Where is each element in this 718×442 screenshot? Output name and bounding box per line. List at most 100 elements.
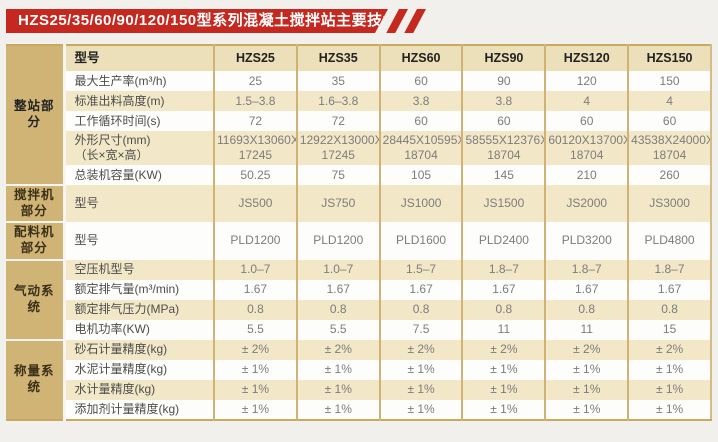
group-cell: 配料机部分 <box>6 221 66 260</box>
cell-value: 1.0–7 <box>295 259 380 280</box>
cell-value: PLD1200 <box>213 222 297 260</box>
group-cell: 整站部分 <box>6 45 66 185</box>
cell-value: PLD1600 <box>378 222 463 260</box>
row-label: 额定排气量(m³/min) <box>63 279 214 300</box>
cell-value: ± 1% <box>627 379 711 400</box>
table-row: 最大生产率(m³/h) 25 35 60 90 120 150 <box>6 71 711 91</box>
row-label: 型号 <box>63 185 214 223</box>
table-row: 气动系统 空压机型号 1.0–7 1.0–7 1.5–7 1.8–7 1.8–7 1.8–7 <box>6 258 711 340</box>
table-row: 工作循环时间(s) 72 72 60 60 60 60 <box>6 111 711 131</box>
cell-value: 210 <box>544 165 629 185</box>
cell-value: 60 <box>461 111 546 131</box>
cell-value: 1.67 <box>544 279 629 300</box>
cell-value: ± 1% <box>544 399 629 420</box>
cell-value: ± 1% <box>295 359 380 380</box>
banner-stripe-icon <box>404 9 426 33</box>
cell-value: ± 1% <box>213 359 297 380</box>
group-cell: 气动系统 <box>6 258 66 340</box>
cell-value: ± 2% <box>378 339 463 360</box>
cell-value: 60120X13700X 18704 <box>544 131 629 165</box>
cell-value: 0.8 <box>544 299 629 320</box>
cell-value: 12922X13000X 17245 <box>295 131 380 165</box>
cell-value: 11 <box>544 319 629 340</box>
cell-value: ± 1% <box>461 399 546 420</box>
cell-value: ± 2% <box>544 339 629 360</box>
row-label: 砂石计量精度(kg) <box>63 339 214 360</box>
cell-value: ± 2% <box>213 339 297 360</box>
spec-table-body: 整站部分 型号 HZS25 HZS35 HZS60 HZS90 HZS120 HZS150 最大… <box>6 45 711 420</box>
cell-value: ± 1% <box>461 359 546 380</box>
cell-value: JS1000 <box>378 185 463 223</box>
cell-value: JS500 <box>213 185 297 223</box>
cell-value: 72 <box>213 111 297 131</box>
cell-value: ± 1% <box>627 359 711 380</box>
cell-value: 60 <box>378 111 463 131</box>
cell-value: 50.25 <box>213 165 297 185</box>
cell-value: 0.8 <box>627 299 711 320</box>
cell-value: 0.8 <box>378 299 463 320</box>
cell-value: 1.67 <box>627 279 711 300</box>
row-label: 工作循环时间(s) <box>63 111 214 131</box>
cell-value: 28445X10595X 18704 <box>378 131 463 165</box>
cell-value: 0.8 <box>461 299 546 320</box>
cell-value: 60 <box>544 111 629 131</box>
cell-value: ± 1% <box>378 399 463 420</box>
model-column-header: HZS90 <box>461 45 546 71</box>
row-label: 最大生产率(m³/h) <box>63 71 214 91</box>
cell-value: 1.67 <box>213 279 297 300</box>
table-row: 额定排气压力(MPa) 0.8 0.8 0.8 0.8 0.8 0.8 <box>6 299 711 320</box>
cell-value: PLD2400 <box>461 222 546 260</box>
cell-value: 72 <box>295 111 380 131</box>
group-cell: 搅拌机部分 <box>6 183 66 223</box>
row-label: 外形尺寸(mm) （长×宽×高） <box>63 131 214 165</box>
cell-value: ± 1% <box>378 359 463 380</box>
table-row: 额定排气量(m³/min) 1.67 1.67 1.67 1.67 1.67 1.67 <box>6 279 711 300</box>
cell-value: ± 1% <box>461 379 546 400</box>
spec-table: 整站部分 型号 HZS25 HZS35 HZS60 HZS90 HZS120 HZS150 最大… <box>6 44 712 421</box>
table-row: 配料机部分 型号 PLD1200 PLD1200 PLD1600 PLD2400 PLD32… <box>6 221 711 260</box>
cell-value: 0.8 <box>213 299 297 320</box>
cell-value: 1.67 <box>295 279 380 300</box>
cell-value: ± 1% <box>378 379 463 400</box>
row-label: 额定排气压力(MPa) <box>63 299 214 320</box>
cell-value: ± 1% <box>295 379 380 400</box>
cell-value: ± 2% <box>461 339 546 360</box>
row-label: 水计量精度(kg) <box>63 379 214 400</box>
model-column-header: HZS120 <box>544 45 629 71</box>
cell-value: ± 2% <box>627 339 711 360</box>
cell-value: 11693X13060X 17245 <box>213 131 297 165</box>
cell-value: PLD1200 <box>295 222 380 260</box>
cell-value: PLD4800 <box>627 222 711 260</box>
cell-value: ± 2% <box>295 339 380 360</box>
cell-value: 60 <box>627 111 711 131</box>
row-label: 电机功率(KW) <box>63 319 214 340</box>
row-label: 空压机型号 <box>63 259 214 280</box>
cell-value: ± 1% <box>213 399 297 420</box>
cell-value: 43538X24000X 18704 <box>627 131 711 165</box>
cell-value: 1.5–7 <box>378 259 463 280</box>
cell-value: ± 1% <box>295 399 380 420</box>
cell-value: 5.5 <box>213 319 297 340</box>
cell-value: 1.8–7 <box>544 259 629 280</box>
cell-value: 7.5 <box>378 319 463 340</box>
cell-value: JS2000 <box>544 185 629 223</box>
cell-value: 1.6–3.8 <box>295 91 380 111</box>
cell-value: 1.5–3.8 <box>213 91 297 111</box>
cell-value: 1.67 <box>461 279 546 300</box>
cell-value: 1.8–7 <box>627 259 711 280</box>
cell-value: 75 <box>295 165 380 185</box>
cell-value: 58555X12376X 18704 <box>461 131 546 165</box>
cell-value: JS750 <box>295 185 380 223</box>
cell-value: 60 <box>378 71 463 91</box>
cell-value: PLD3200 <box>544 222 629 260</box>
row-label: 水泥计量精度(kg) <box>63 359 214 380</box>
row-label: 型号 <box>63 222 214 260</box>
model-column-header: HZS25 <box>213 45 297 71</box>
cell-value: 120 <box>544 71 629 91</box>
table-row: 总装机容量(KW) 50.25 75 105 145 210 260 <box>6 165 711 185</box>
row-label: 总装机容量(KW) <box>63 165 214 185</box>
cell-value: 1.67 <box>378 279 463 300</box>
cell-value: 15 <box>627 319 711 340</box>
cell-value: 5.5 <box>295 319 380 340</box>
cell-value: 0.8 <box>295 299 380 320</box>
